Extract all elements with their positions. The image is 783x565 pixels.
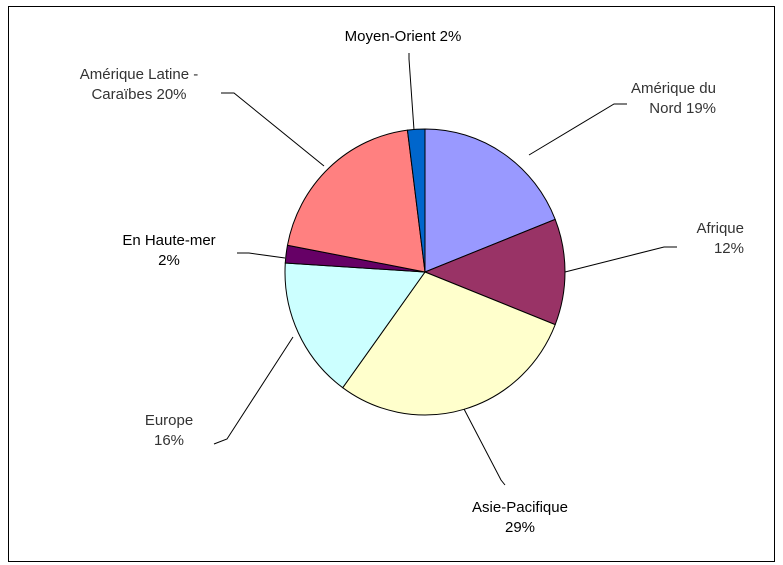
slice-label-en-haute-mer: En Haute-mer 2% bbox=[122, 232, 215, 269]
pie-chart: Amérique du Nord 19% Afrique 12% Asie-Pacifi… bbox=[80, 28, 744, 536]
slice-label-afrique: Afrique 12% bbox=[696, 220, 744, 257]
slice-label-moyen-orient: Moyen-Orient 2% bbox=[345, 28, 462, 45]
slice-label-line: Europe bbox=[145, 412, 193, 429]
leader-line-asie-pacifique bbox=[463, 408, 506, 486]
labels-layer: Amérique du Nord 19% Afrique 12% Asie-Pacifi… bbox=[80, 28, 744, 536]
slice-label-line: Amérique Latine - bbox=[80, 66, 198, 83]
slice-label-amerique-latine-caraibes: Amérique Latine - Caraïbes 20% bbox=[80, 66, 198, 103]
slice-label-line: Asie-Pacifique bbox=[472, 499, 568, 516]
pie-slice-amerique-latine-caraibes bbox=[286, 129, 426, 273]
leader-line-en-haute-mer bbox=[237, 252, 286, 259]
leader-line-amerique-du-nord bbox=[528, 103, 627, 156]
pie-slice-amerique-du-nord bbox=[424, 128, 556, 273]
leader-lines-layer bbox=[213, 53, 677, 486]
pie-slice-europe bbox=[284, 262, 426, 389]
leader-line-moyen-orient bbox=[408, 53, 415, 131]
slice-label-line: En Haute-mer bbox=[122, 232, 215, 249]
slice-label-line: Amérique du bbox=[631, 80, 716, 97]
slice-label-line: 29% bbox=[505, 519, 535, 536]
slice-label-asie-pacifique: Asie-Pacifique 29% bbox=[472, 499, 568, 536]
pie-slice-afrique bbox=[423, 218, 566, 326]
chart-frame: Amérique du Nord 19% Afrique 12% Asie-Pacifi… bbox=[8, 6, 775, 562]
slice-label-europe: Europe 16% bbox=[145, 412, 193, 449]
slice-label-line: 16% bbox=[154, 432, 184, 449]
slice-label-line: Caraïbes 20% bbox=[91, 86, 186, 103]
slice-label-amerique-du-nord: Amérique du Nord 19% bbox=[631, 80, 716, 117]
slices-layer bbox=[284, 128, 566, 416]
leader-line-amerique-latine-caraibes bbox=[221, 92, 325, 167]
slice-label-line: Moyen-Orient 2% bbox=[345, 28, 462, 45]
leader-line-afrique bbox=[564, 246, 677, 273]
pie-slice-moyen-orient bbox=[406, 128, 426, 273]
leader-line-europe bbox=[213, 336, 294, 445]
slice-label-line: 2% bbox=[158, 252, 180, 269]
slice-label-line: 12% bbox=[714, 240, 744, 257]
slice-label-line: Afrique bbox=[696, 220, 744, 237]
slice-label-line: Nord 19% bbox=[649, 100, 716, 117]
